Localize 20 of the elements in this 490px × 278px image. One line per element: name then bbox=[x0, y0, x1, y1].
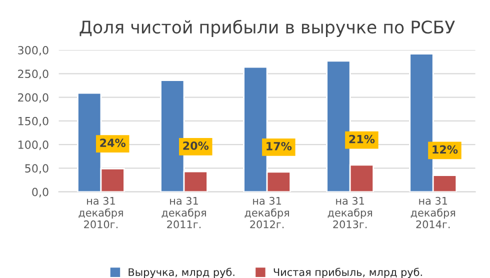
y-tick-label: 200,0 bbox=[18, 93, 48, 103]
x-tick-label: на 31 декабря 2014г. bbox=[410, 196, 456, 228]
y-tick-label: 300,0 bbox=[18, 46, 48, 56]
x-tick-label: на 31 декабря 2012г. bbox=[244, 196, 289, 228]
y-tick-label: 0,0 bbox=[32, 188, 48, 198]
chart-title: Доля чистой прибыли в выручке по РСБУ bbox=[80, 20, 455, 37]
x-tick-label: на 31 декабря 2010г. bbox=[78, 196, 123, 228]
legend-label: Выручка, млрд руб. bbox=[128, 268, 234, 278]
y-tick-label: 100,0 bbox=[18, 140, 48, 150]
y-tick-label: 250,0 bbox=[18, 70, 48, 80]
annotation: 12% bbox=[432, 145, 458, 154]
annotation: 20% bbox=[183, 141, 209, 150]
x-tick-label: на 31 декабря 2013г. bbox=[328, 196, 372, 228]
x-tick-label: на 31 декабря 2011г. bbox=[162, 196, 206, 228]
y-tick-label: 50,0 bbox=[25, 164, 48, 174]
legend-label: Чистая прибыль, млрд руб. bbox=[274, 268, 422, 278]
annotation: 17% bbox=[266, 142, 292, 150]
annotation: 24% bbox=[100, 138, 126, 148]
annotation: 21% bbox=[349, 134, 375, 144]
y-tick-label: 150,0 bbox=[18, 116, 48, 126]
